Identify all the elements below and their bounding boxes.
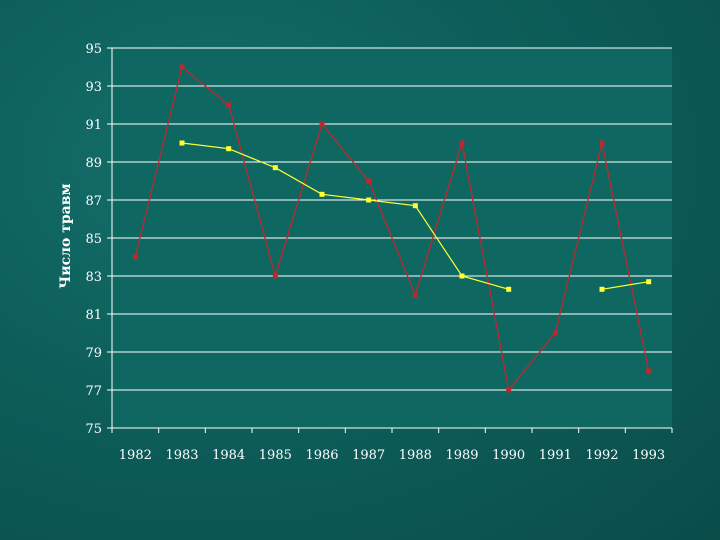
series-1 (132, 64, 652, 393)
y-tick-label: 85 (85, 232, 102, 247)
y-axis-label: Число травм (58, 183, 74, 288)
x-tick-label: 1983 (165, 448, 198, 463)
x-tick-label: 1993 (632, 448, 665, 463)
series-2 (179, 140, 652, 292)
data-point (179, 140, 185, 146)
data-point (599, 140, 605, 146)
series-line (134, 65, 650, 392)
x-tick-label: 1982 (119, 448, 152, 463)
data-point (272, 273, 278, 279)
y-tick-label: 95 (85, 42, 102, 57)
data-point (226, 146, 232, 152)
data-point (599, 286, 605, 292)
x-tick-label: 1986 (305, 448, 338, 463)
x-tick-label: 1984 (212, 448, 245, 463)
gridlines (112, 47, 672, 429)
y-tick-label: 93 (85, 80, 102, 95)
y-tick-label: 83 (85, 270, 102, 285)
series-line (601, 281, 649, 290)
data-point (179, 64, 185, 70)
data-point (226, 102, 232, 108)
x-tick-label: 1992 (585, 448, 618, 463)
axes (107, 47, 673, 433)
x-tick-label: 1990 (492, 448, 525, 463)
series-line (181, 142, 509, 290)
y-tick-label: 75 (85, 422, 102, 437)
x-tick-label: 1985 (259, 448, 292, 463)
data-point (459, 273, 465, 279)
data-point (646, 368, 652, 374)
series-group (132, 64, 652, 393)
data-point (459, 140, 465, 146)
y-tick-label: 81 (85, 308, 102, 323)
x-tick-label: 1991 (539, 448, 572, 463)
x-tick-labels: 1982 1983 1984 1985 1986 1987 1988 1989 1990 1991… (119, 448, 665, 463)
data-point (366, 197, 372, 203)
data-point (412, 203, 418, 209)
data-point (506, 286, 512, 292)
data-point (412, 292, 418, 298)
data-point (272, 165, 278, 171)
data-point (319, 191, 325, 197)
x-tick-label: 1987 (352, 448, 385, 463)
y-tick-label: 79 (85, 346, 102, 361)
y-tick-label: 77 (85, 384, 102, 399)
data-point (552, 330, 558, 336)
data-point (366, 178, 372, 184)
y-tick-label: 91 (85, 118, 102, 133)
x-tick-label: 1988 (399, 448, 432, 463)
x-tick-label: 1989 (445, 448, 478, 463)
data-point (506, 387, 512, 393)
y-tick-label: 87 (85, 194, 102, 209)
data-point (132, 254, 138, 260)
data-point (319, 121, 325, 127)
y-tick-label: 89 (85, 156, 102, 171)
data-point (646, 279, 652, 285)
y-tick-labels: 75 77 79 81 83 85 87 89 91 93 95 (85, 42, 102, 437)
